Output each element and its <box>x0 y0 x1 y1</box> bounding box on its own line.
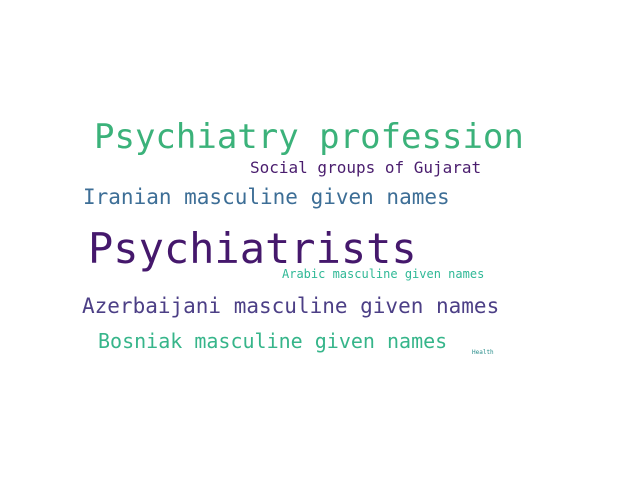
word-iranian-masculine-given-names: Iranian masculine given names <box>83 185 450 209</box>
word-psychiatry-profession: Psychiatry profession <box>94 117 524 157</box>
word-arabic-masculine-given-names: Arabic masculine given names <box>282 267 485 281</box>
word-social-groups-of-gujarat: Social groups of Gujarat <box>250 158 482 177</box>
word-psychiatrists: Psychiatrists <box>88 224 417 273</box>
word-azerbaijani-masculine-given-names: Azerbaijani masculine given names <box>82 294 500 318</box>
word-bosniak-masculine-given-names: Bosniak masculine given names <box>98 329 448 353</box>
word-health: Health <box>472 349 494 356</box>
